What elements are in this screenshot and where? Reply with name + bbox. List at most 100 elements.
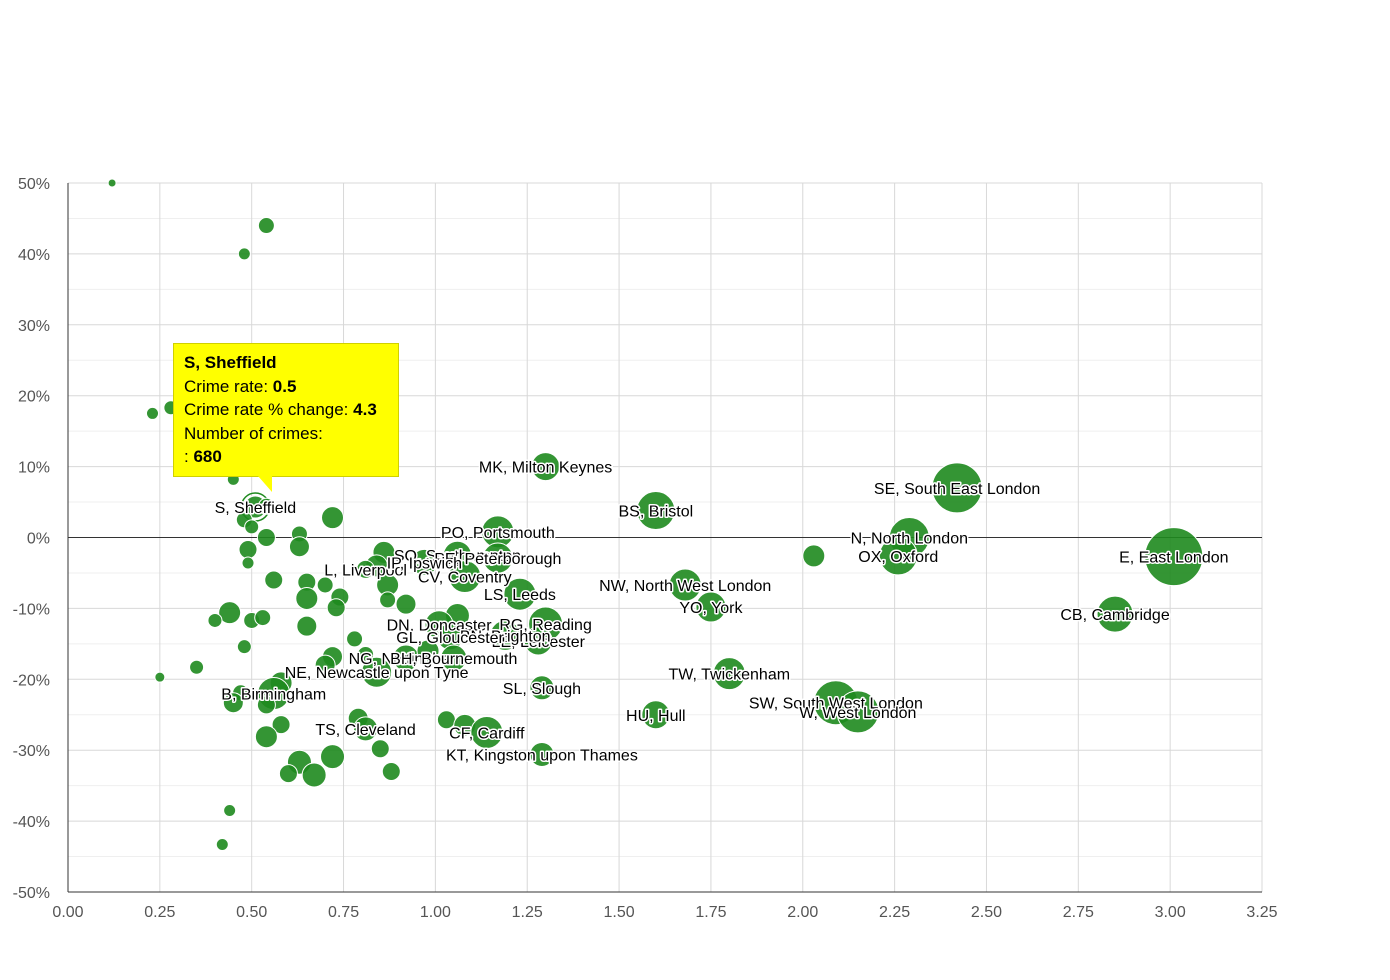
bubble-point[interactable]	[356, 559, 376, 579]
bubble-point[interactable]	[836, 690, 880, 734]
tooltip: S, Sheffield Crime rate: 0.5 Crime rate …	[173, 343, 399, 477]
bubble-point[interactable]	[1096, 595, 1134, 633]
bubble-point[interactable]	[237, 247, 251, 261]
bubble-point[interactable]	[326, 598, 346, 618]
bubble-point[interactable]	[215, 837, 229, 851]
axes: 0.00 0.25 0.50 0.75 1.00 1.25 1.50 1.75 2.00 2.25…	[13, 176, 1278, 921]
bubble-point[interactable]	[301, 762, 327, 788]
bubble-point[interactable]	[440, 644, 468, 672]
bubble-point[interactable]	[321, 506, 345, 530]
bubble-point[interactable]	[523, 626, 553, 656]
bubble-label: N, North London	[851, 531, 968, 548]
bubble-point[interactable]	[254, 609, 272, 627]
bubble-label: L, Liverpool	[324, 562, 407, 579]
x-tick-label: 1.25	[512, 904, 543, 921]
bubble-point[interactable]	[145, 406, 159, 420]
bubble-point[interactable]	[361, 656, 393, 688]
bubble-point[interactable]	[410, 548, 438, 576]
bubble-point[interactable]	[189, 659, 205, 675]
bubble-point[interactable]	[503, 577, 537, 611]
bubble-point[interactable]	[931, 462, 983, 514]
bubble-point[interactable]	[353, 716, 379, 742]
bubble-point[interactable]	[107, 178, 117, 188]
bubble-label: YO, York	[679, 600, 743, 617]
y-tick-label: 50%	[18, 176, 50, 193]
bubble-label: OX, Oxford	[858, 549, 938, 566]
bubble-point[interactable]	[379, 591, 397, 609]
bubble-point[interactable]	[295, 586, 319, 610]
tooltip-rate-label: Crime rate:	[184, 376, 273, 396]
y-tick-label: 30%	[18, 318, 50, 335]
bubble-point[interactable]	[236, 639, 252, 655]
bubble-point[interactable]	[316, 576, 334, 594]
bubble-point[interactable]	[314, 654, 336, 676]
bubble-point[interactable]	[370, 739, 390, 759]
bubble-point[interactable]	[529, 741, 555, 767]
bubble-label: PO, Portsmouth	[441, 525, 555, 542]
bubble-point[interactable]	[448, 559, 482, 593]
bubble-point[interactable]	[296, 615, 318, 637]
bubble-point[interactable]	[470, 715, 504, 749]
bubble-point[interactable]	[207, 612, 223, 628]
bubble-point[interactable]	[278, 764, 298, 784]
y-tick-label: -30%	[13, 743, 50, 760]
bubble-point[interactable]	[482, 542, 514, 574]
bubble-point[interactable]	[244, 519, 260, 535]
bubble-label: BS, Bristol	[618, 504, 693, 521]
bubble-point[interactable]	[1144, 527, 1204, 587]
bubble-point[interactable]	[802, 544, 826, 568]
bubble-point[interactable]	[154, 671, 166, 683]
bubble-point[interactable]	[695, 591, 727, 623]
x-tick-label: 2.50	[971, 904, 1002, 921]
bubble-point[interactable]	[257, 497, 275, 515]
bubble-point[interactable]	[531, 452, 561, 482]
bubble-point[interactable]	[222, 692, 244, 714]
bubble-label: NG, Nottingham	[349, 651, 464, 668]
bubble-point[interactable]	[346, 630, 364, 648]
y-tick-label: -20%	[13, 672, 50, 689]
bubble-label: RG, Reading	[499, 617, 592, 634]
bubble-point[interactable]	[712, 657, 746, 691]
bubble-label: BN, Brighton	[460, 628, 551, 645]
bubble-label: CV, Coventry	[418, 569, 512, 586]
tooltip-count-value: 680	[193, 447, 222, 466]
x-tick-label: 1.75	[695, 904, 726, 921]
x-tick-label: 3.25	[1246, 904, 1277, 921]
bubble-point[interactable]	[238, 540, 258, 560]
y-tick-label: -40%	[13, 814, 50, 831]
x-tick-label: 1.50	[604, 904, 635, 921]
bubble-point[interactable]	[529, 675, 555, 701]
x-tick-label: 2.00	[787, 904, 818, 921]
bubble-label: NE, Newcastle upon Tyne	[285, 665, 469, 682]
bubble-point[interactable]	[223, 803, 237, 817]
y-tick-label: -10%	[13, 601, 50, 618]
bubble-point[interactable]	[288, 536, 310, 558]
bubble-label: S, Sheffield	[215, 500, 297, 517]
bubble-point[interactable]	[256, 528, 276, 547]
bubble-label: PE, Peterborough	[434, 551, 561, 568]
x-tick-label: 0.25	[144, 904, 175, 921]
bubble-point[interactable]	[668, 568, 702, 602]
tooltip-pointer	[258, 476, 272, 492]
bubble-point[interactable]	[257, 217, 275, 235]
bubble-point[interactable]	[416, 639, 440, 663]
bubble-label: NW, North West London	[599, 578, 771, 595]
bubble-point[interactable]	[271, 715, 291, 735]
bubble-point[interactable]	[320, 744, 346, 770]
bubble-point[interactable]	[489, 619, 521, 651]
bubble-point[interactable]	[218, 601, 242, 625]
bubble-point[interactable]	[395, 593, 417, 615]
y-tick-label: -50%	[13, 885, 50, 902]
tooltip-count-label: Number of crimes:	[184, 423, 323, 443]
bubble-point[interactable]	[241, 556, 255, 570]
tooltip-count-prefix: :	[184, 447, 194, 466]
bubble-point[interactable]	[381, 761, 401, 781]
bubble-point[interactable]	[878, 536, 918, 576]
bubble-point[interactable]	[264, 570, 284, 590]
bubble-point[interactable]	[256, 695, 276, 715]
bubble-point[interactable]	[641, 700, 671, 730]
bubble-point[interactable]	[636, 491, 676, 531]
bubble-point[interactable]	[254, 725, 278, 749]
bubble-label: SW, South West London	[749, 696, 923, 713]
